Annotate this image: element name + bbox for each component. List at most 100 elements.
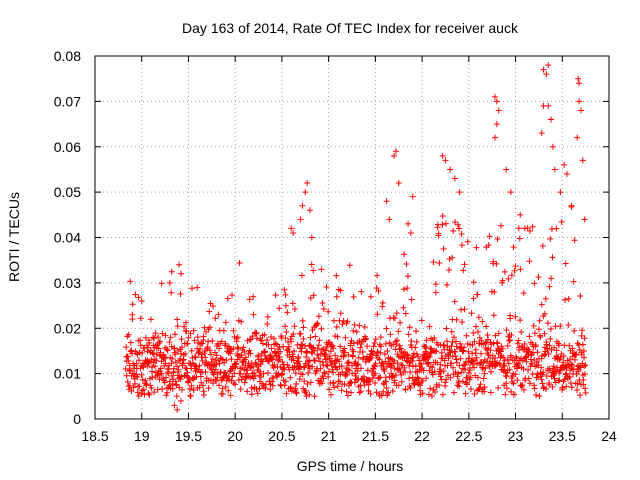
data-point [325,373,332,380]
data-point [560,359,567,366]
data-point [384,390,391,397]
data-point [223,357,230,364]
data-point [374,272,381,279]
data-point [164,389,171,396]
data-point [465,370,472,377]
data-point [371,363,378,370]
data-point [418,317,425,324]
data-point [142,334,149,341]
data-point [299,202,306,209]
data-point [140,364,147,371]
data-point [582,362,589,369]
data-point [157,349,164,356]
data-point [315,313,322,320]
data-point [504,342,511,349]
data-point [341,349,348,356]
data-point [404,351,411,358]
data-point [270,335,277,342]
data-point [440,367,447,374]
y-axis-title: ROTI / TECUs [6,192,22,282]
data-point [259,340,266,347]
data-point [503,373,510,380]
data-point [144,348,151,355]
data-point [209,337,216,344]
data-point [487,389,494,396]
data-point [537,334,544,341]
data-point [350,327,357,334]
data-point [200,382,207,389]
data-point [194,334,201,341]
data-point [222,370,229,377]
data-point [141,391,148,398]
data-point [220,327,227,334]
data-point [202,369,209,376]
data-point [129,316,136,323]
data-point [346,367,353,374]
data-point [566,342,573,349]
data-point [219,391,226,398]
data-point [197,373,204,380]
data-point [493,260,500,267]
data-point [539,380,546,387]
data-point [548,116,555,123]
data-point [521,225,528,232]
data-point [404,273,411,280]
data-point [358,341,365,348]
data-point [347,342,354,349]
data-point [540,66,547,73]
y-tick-label: 0.03 [54,275,81,291]
data-point [152,342,159,349]
data-point [176,261,183,268]
data-point [292,370,299,377]
data-point [543,71,550,78]
data-point [190,327,197,334]
data-point [409,193,416,200]
data-point [361,324,368,331]
data-point [413,351,420,358]
data-point [510,380,517,387]
data-point [425,359,432,366]
data-point [487,347,494,354]
data-point [170,365,177,372]
data-point [319,358,326,365]
data-point [544,320,551,327]
data-point [235,377,242,384]
data-point [330,345,337,352]
data-point [562,260,569,267]
data-point [321,369,328,376]
data-point [450,364,457,371]
data-point [154,386,161,393]
data-point [301,364,308,371]
data-point [364,353,371,360]
data-point [463,332,470,339]
data-points [122,62,589,413]
data-point [324,362,331,369]
x-axis-title: GPS time / hours [297,458,404,474]
data-point [515,225,522,232]
data-point [213,361,220,368]
data-point [551,166,558,173]
data-point [437,373,444,380]
data-point [234,344,241,351]
data-point [291,348,298,355]
data-point [310,292,317,299]
data-point [533,392,540,399]
data-point [443,325,450,332]
data-point [514,365,521,372]
data-point [461,344,468,351]
data-point [453,356,460,363]
data-point [434,359,441,366]
data-point [402,386,409,393]
data-point [526,380,533,387]
data-point [302,189,309,196]
data-point [395,328,402,335]
data-point [455,370,462,377]
data-point [575,342,582,349]
data-point [343,388,350,395]
data-point [257,368,264,375]
data-point [394,337,401,344]
data-point [507,189,514,196]
data-point [297,363,304,370]
data-point [174,323,181,330]
data-point [285,343,292,350]
